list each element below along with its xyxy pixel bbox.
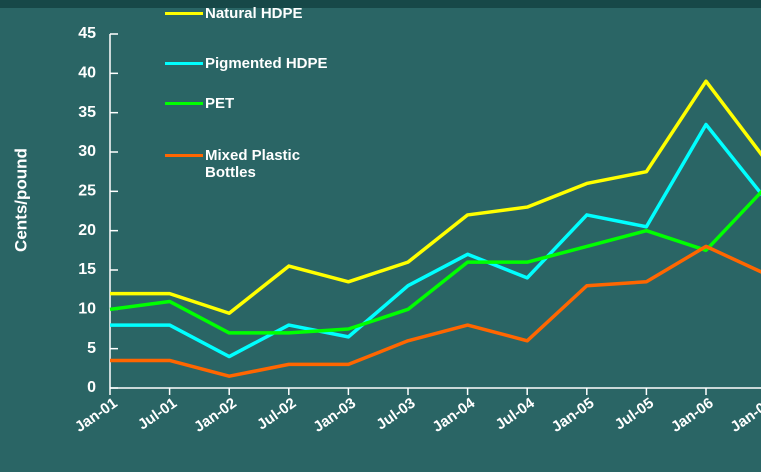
x-tick-label: Jul-01 [135,395,180,434]
x-tick-label: Jan-03 [310,395,359,436]
y-tick-label: 10 [78,301,96,318]
x-tick-label: Jul-02 [254,395,299,434]
x-tick-label: Jan-02 [191,395,240,436]
legend-label: Mixed Plastic Bottles [205,147,301,181]
legend-swatch [165,62,203,65]
legend-swatch [165,12,203,15]
series-line [110,122,761,359]
y-axis-label: Cents/pound [11,148,30,252]
legend-item: PET [165,95,345,112]
top-band [0,0,761,8]
x-tick-label: Jan-07 [727,395,761,436]
series-line [109,189,761,335]
y-tick-label: 15 [78,261,96,278]
x-tick-label: Jan-04 [429,394,478,436]
legend-label: Pigmented HDPE [205,55,328,72]
x-tick-label: Jan-06 [668,395,717,436]
legend-item: Natural HDPE [165,5,345,22]
y-tick-label: 35 [78,104,96,121]
legend-label: PET [205,95,235,112]
legend-label: Natural HDPE [205,5,303,22]
x-tick-label: Jul-04 [493,394,539,433]
series-line [110,244,761,378]
x-tick-label: Jan-05 [549,395,598,436]
y-tick-label: 40 [78,65,96,82]
legend-swatch [165,154,203,157]
series-line [110,79,761,316]
y-tick-label: 45 [78,25,96,42]
y-tick-label: 25 [78,183,96,200]
y-tick-label: 20 [78,222,96,239]
y-tick-label: 30 [78,143,96,160]
x-tick-label: Jul-05 [612,395,657,434]
legend-swatch [165,102,203,105]
x-tick-label: Jul-03 [373,395,418,434]
y-tick-label: 0 [87,379,96,396]
legend-item: Pigmented HDPE [165,55,345,72]
legend-item: Mixed Plastic Bottles [165,147,345,181]
y-tick-label: 5 [87,340,96,357]
x-tick-label: Jan-01 [72,395,121,436]
